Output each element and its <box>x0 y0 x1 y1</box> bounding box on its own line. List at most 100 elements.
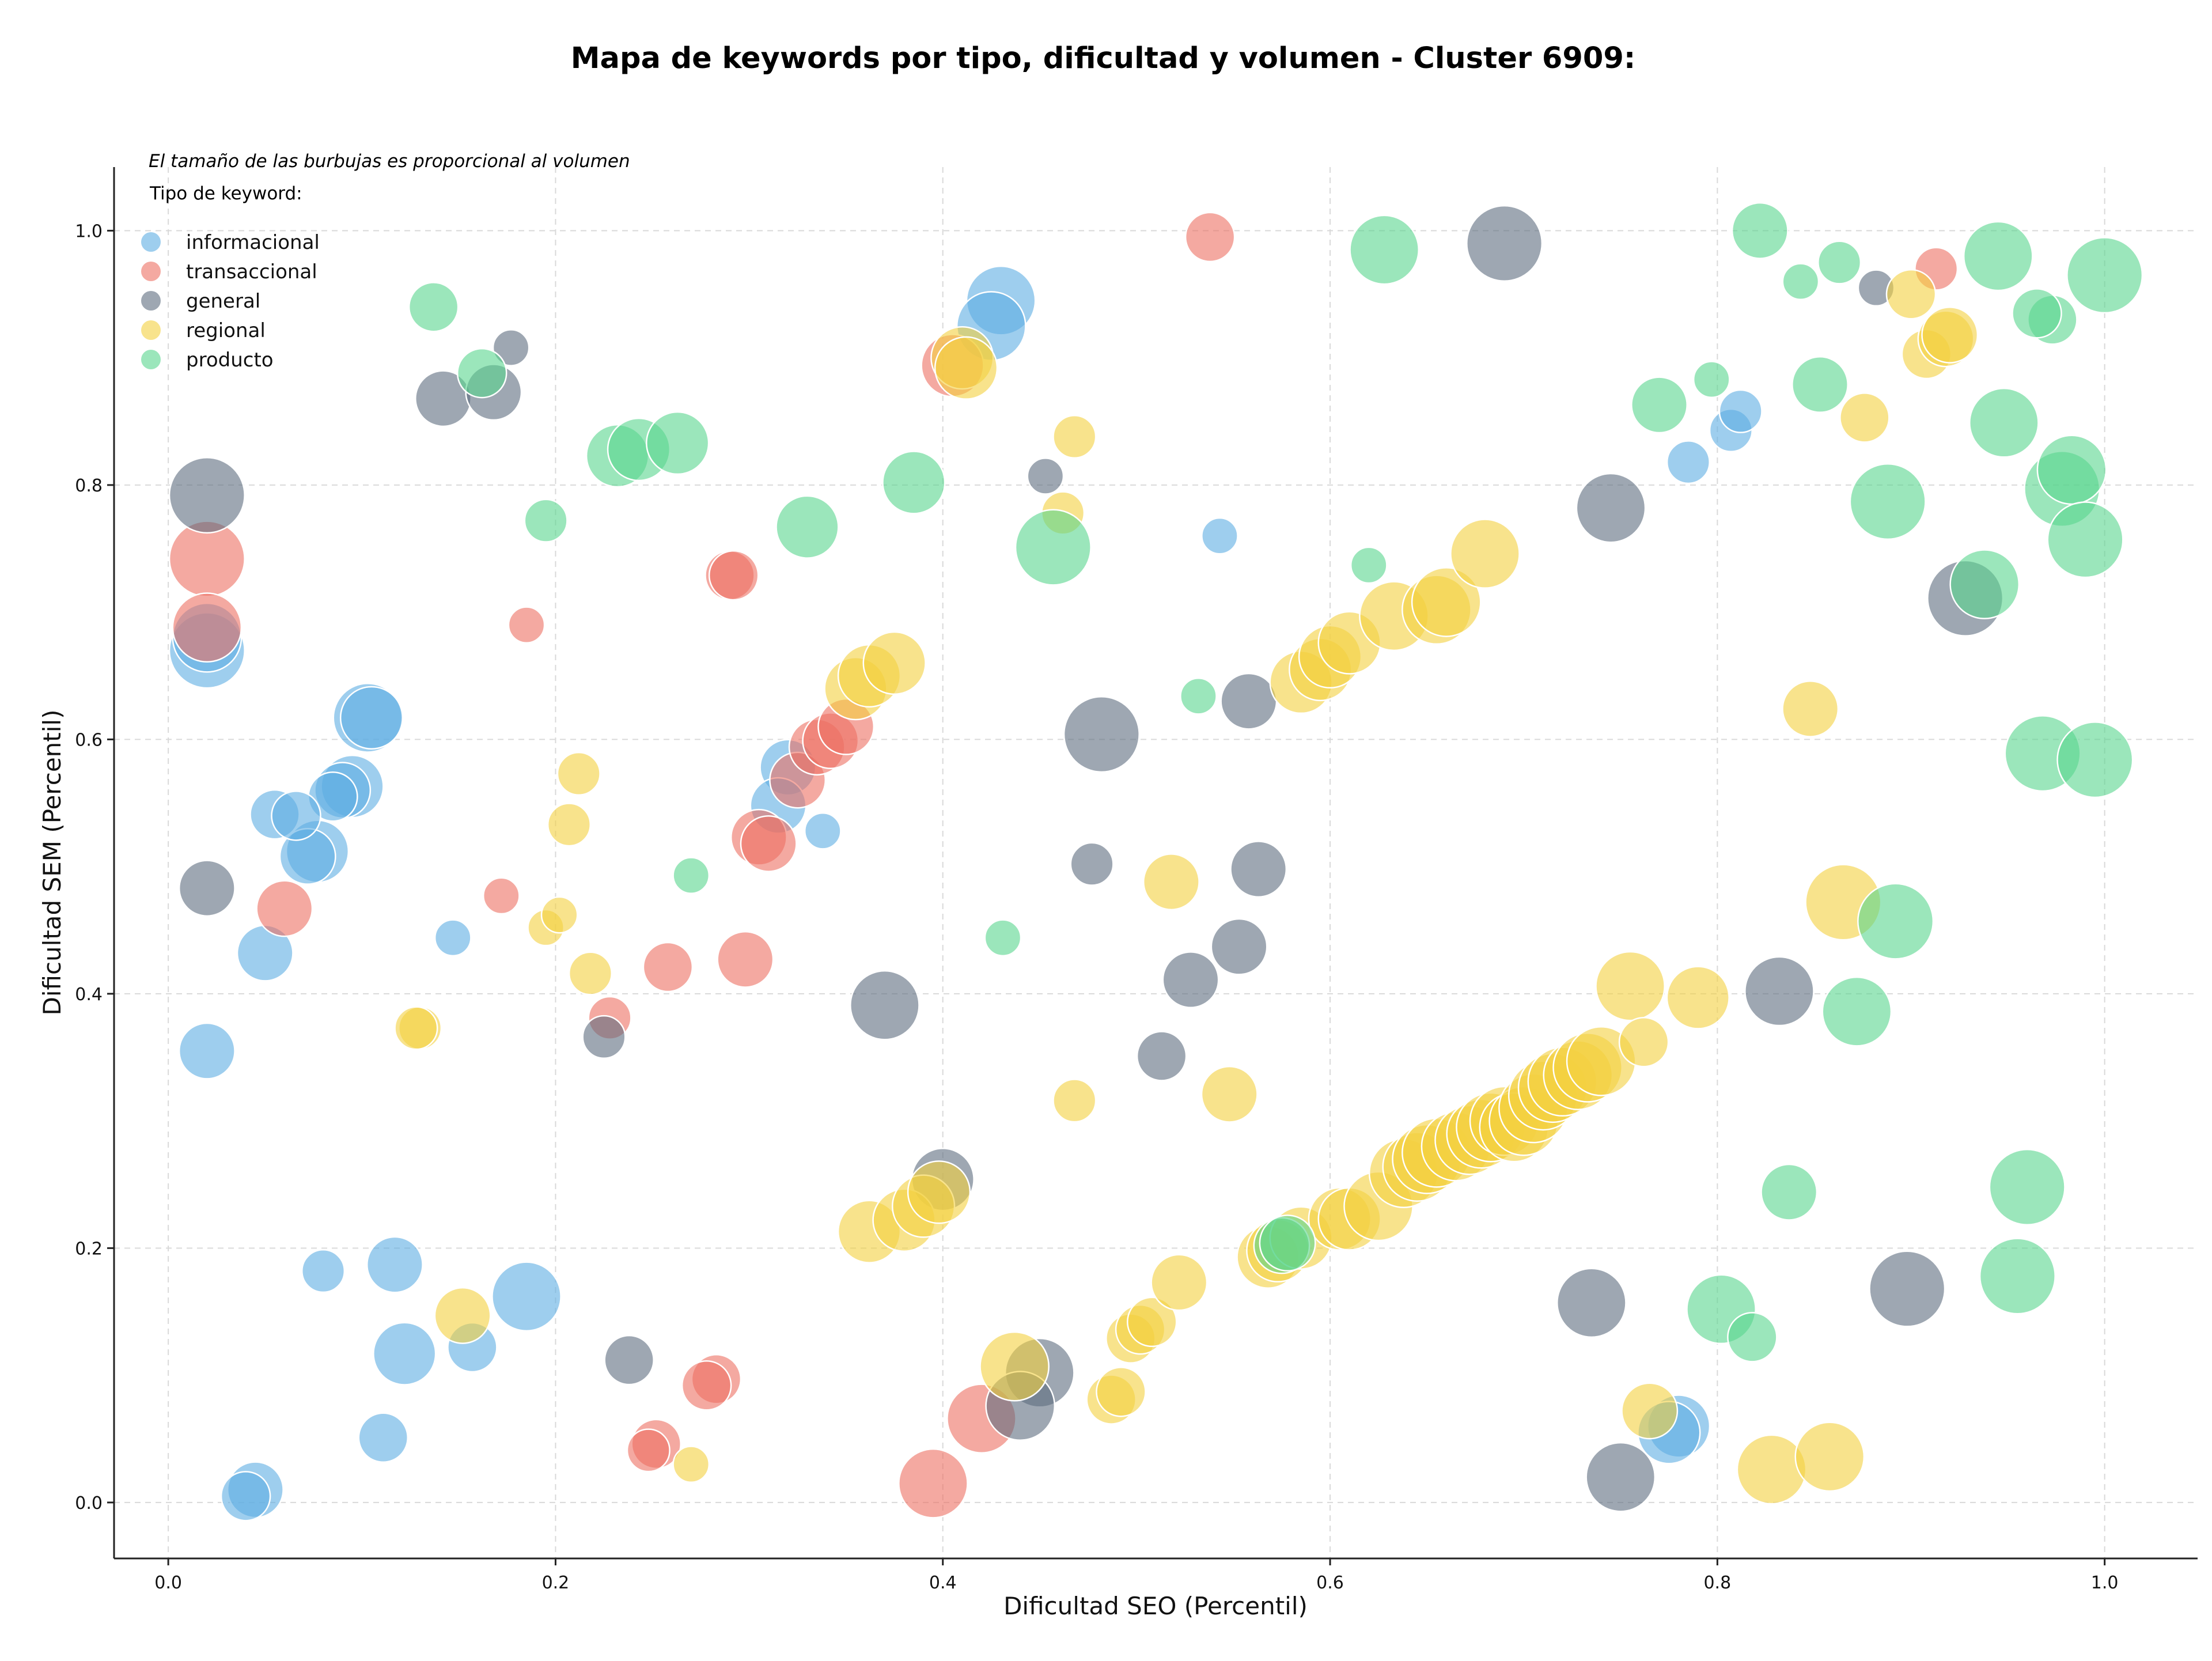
bubble-transaccional <box>507 606 546 644</box>
bubble-regional <box>1052 414 1097 459</box>
bubble-producto <box>775 495 839 559</box>
x-tick-label: 0.2 <box>542 1573 570 1593</box>
bubble-producto <box>1821 976 1892 1047</box>
x-tick-label: 0.6 <box>1316 1573 1344 1593</box>
bubble-informacional <box>373 1322 437 1386</box>
bubble-regional <box>1921 306 1979 364</box>
legend-marker-transaccional <box>141 262 161 281</box>
bubble-informacional <box>1718 389 1763 433</box>
bubble-general <box>1162 951 1219 1009</box>
x-tick-label: 0.0 <box>154 1573 182 1593</box>
bubble-regional <box>434 1287 491 1344</box>
bubble-producto <box>2036 434 2107 505</box>
bubble-producto <box>456 347 507 399</box>
bubble-general <box>1585 1441 1656 1512</box>
bubble-regional <box>1450 519 1520 589</box>
bubble-regional <box>394 1006 438 1050</box>
bubble-informacional <box>178 1022 236 1080</box>
bubble-producto <box>1988 1148 2066 1225</box>
bubble-producto <box>1817 240 1862 285</box>
y-tick-label: 0.4 <box>75 985 103 1005</box>
bubble-regional <box>1127 1296 1177 1348</box>
y-tick-label: 0.8 <box>75 476 103 496</box>
bubble-regional <box>862 631 926 695</box>
bubble-informacional <box>434 919 472 957</box>
bubble-transaccional <box>642 941 694 993</box>
bubble-regional <box>1150 1254 1208 1311</box>
bubble-informacional <box>301 1249 346 1293</box>
legend-label-informacional: informacional <box>186 231 320 254</box>
bubble-regional <box>1736 1434 1807 1505</box>
bubble-producto <box>1979 1238 2056 1315</box>
bubble-regional <box>556 751 601 796</box>
bubble-producto <box>524 498 568 543</box>
bubble-general <box>582 1015 626 1059</box>
bubble-producto <box>1014 509 1092 586</box>
series-informacional <box>168 265 1763 1522</box>
bubble-general <box>1220 672 1278 730</box>
bubble-regional <box>540 896 578 934</box>
bubble-producto <box>646 411 710 475</box>
grid-lines <box>114 167 2198 1558</box>
bubble-transaccional <box>482 877 520 915</box>
bubble-regional <box>672 1446 710 1483</box>
y-axis-ticks: 0.0 0.2 0.4 0.6 0.8 1.0 <box>75 221 114 1514</box>
y-tick-label: 0.2 <box>75 1239 103 1259</box>
bubble-producto <box>1782 263 1820 301</box>
bubble-producto <box>1949 549 2020 619</box>
legend-marker-informacional <box>141 232 161 252</box>
legend: informacional transaccional general regiona… <box>141 231 320 372</box>
bubble-informacional <box>804 812 842 850</box>
bubble-general <box>1230 841 1287 898</box>
bubble-transaccional <box>898 1448 968 1519</box>
bubble-informacional <box>339 686 404 750</box>
x-tick-label: 0.4 <box>929 1573 957 1593</box>
bubble-transaccional <box>172 592 243 663</box>
bubble-general <box>178 860 236 917</box>
y-tick-label: 0.0 <box>75 1493 103 1514</box>
bubble-regional <box>1142 853 1200 911</box>
legend-label-producto: producto <box>186 349 274 372</box>
bubble-size-note: El tamaño de las burbujas es proporciona… <box>149 151 630 172</box>
bubble-transaccional <box>256 880 313 937</box>
bubble-producto <box>984 919 1022 957</box>
bubble-producto <box>1791 356 1849 413</box>
bubble-producto <box>1631 376 1688 434</box>
bubble-regional <box>1839 392 1890 443</box>
bubble-regional <box>934 336 998 400</box>
bubble-regional <box>568 951 612 996</box>
bubble-producto <box>672 857 710 894</box>
bubble-general <box>492 329 530 366</box>
bubble-general <box>1556 1267 1627 1338</box>
bubble-regional <box>1885 268 1937 320</box>
bubble-transaccional <box>708 550 759 601</box>
bubble-regional <box>1666 966 1730 1030</box>
legend-label-regional: regional <box>186 319 266 342</box>
bubble-regional <box>1618 1017 1669 1068</box>
bubble-producto <box>2066 237 2143 314</box>
bubble-producto <box>1849 463 1926 540</box>
bubble-regional <box>1621 1382 1679 1440</box>
legend-marker-regional <box>141 320 161 340</box>
bubble-regional <box>547 803 592 847</box>
bubble-producto <box>2056 721 2134 799</box>
legend-marker-general <box>141 291 161 311</box>
bubble-producto <box>1180 677 1217 715</box>
bubble-producto <box>2012 288 2062 339</box>
bubble-producto <box>1692 361 1730 399</box>
bubble-informacional <box>358 1412 409 1463</box>
bubble-producto <box>1760 1163 1818 1221</box>
bubble-regional <box>1411 567 1482 637</box>
chart-title: Mapa de keywords por tipo, dificultad y … <box>571 41 1635 75</box>
bubble-transaccional <box>740 815 797 872</box>
bubble-producto <box>2047 501 2124 578</box>
bubble-general <box>1575 472 1646 543</box>
bubble-regional <box>1096 1367 1146 1417</box>
bubble-transaccional <box>1184 211 1236 263</box>
bubble-general <box>850 970 920 1041</box>
x-axis-label: Dificultad SEO (Percentil) <box>1003 1592 1308 1620</box>
bubble-informacional <box>271 790 321 841</box>
bubble-general <box>1869 1250 1946 1327</box>
bubble-general <box>1027 457 1065 495</box>
